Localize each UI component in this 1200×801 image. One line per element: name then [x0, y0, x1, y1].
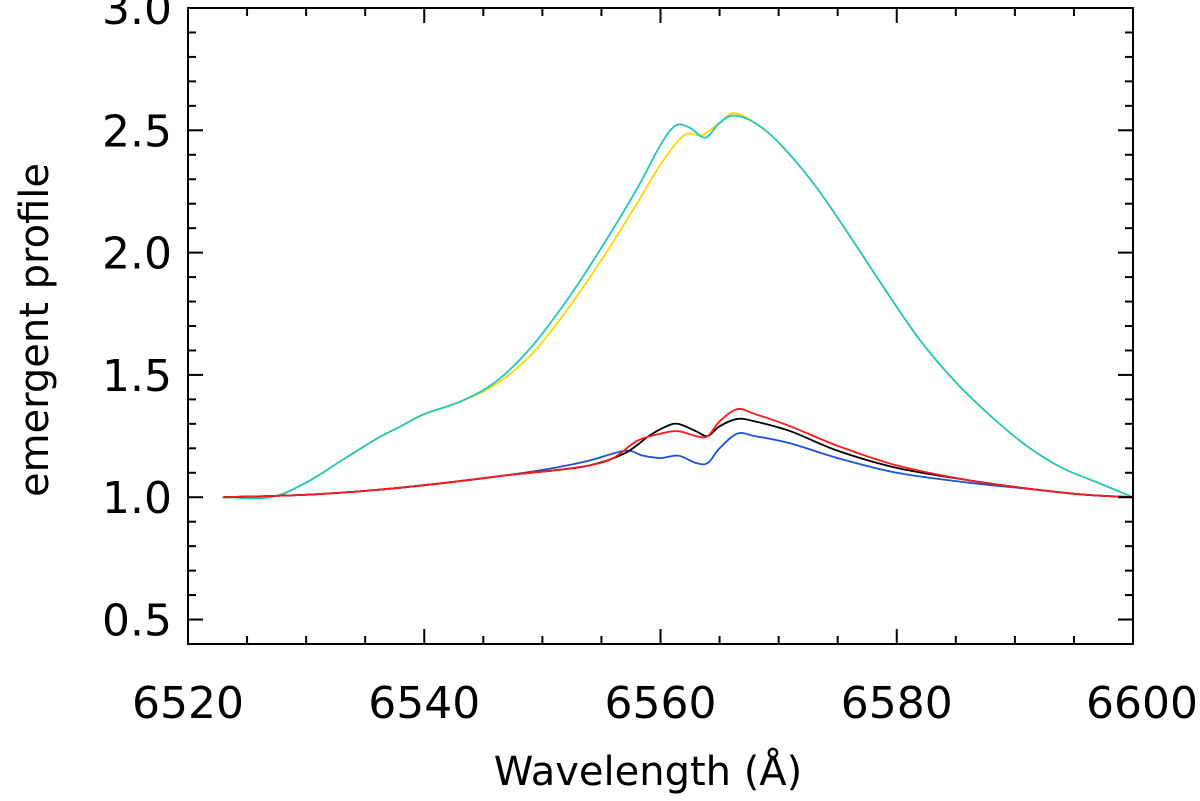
- series-line-2: [222, 114, 1134, 500]
- x-tick-label: 6600: [1086, 678, 1198, 729]
- y-tick-label: 1.5: [102, 351, 172, 402]
- x-tick-label: 6540: [368, 678, 480, 729]
- tick-labels-layer: 6520 6540 6560 6580 6600 0.5 1.0 1.5 2.0 2.5 3.0: [102, 0, 1198, 729]
- x-tick-label: 6580: [841, 678, 953, 729]
- y-tick-label: 1.0: [102, 473, 172, 524]
- y-tick-label: 3.0: [102, 0, 172, 35]
- y-axis-title: emergent profile: [12, 163, 58, 497]
- x-axis-title: Wavelength (Å): [494, 747, 803, 795]
- x-tick-label: 6560: [605, 678, 717, 729]
- x-tick-label: 6520: [132, 678, 244, 729]
- y-tick-label: 2.0: [102, 229, 172, 280]
- y-tick-label: 2.5: [102, 106, 172, 157]
- series-layer: [222, 112, 1134, 500]
- ticks-layer: [187, 7, 1134, 645]
- y-tick-label: 0.5: [102, 596, 172, 647]
- series-line-5: [222, 408, 1134, 499]
